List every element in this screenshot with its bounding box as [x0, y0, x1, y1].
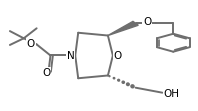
Text: OH: OH: [163, 89, 179, 99]
Text: O: O: [27, 39, 35, 49]
Polygon shape: [108, 21, 138, 36]
Text: N: N: [67, 51, 74, 60]
Text: O: O: [143, 17, 151, 27]
Text: O: O: [114, 51, 122, 60]
Text: O: O: [42, 68, 51, 78]
